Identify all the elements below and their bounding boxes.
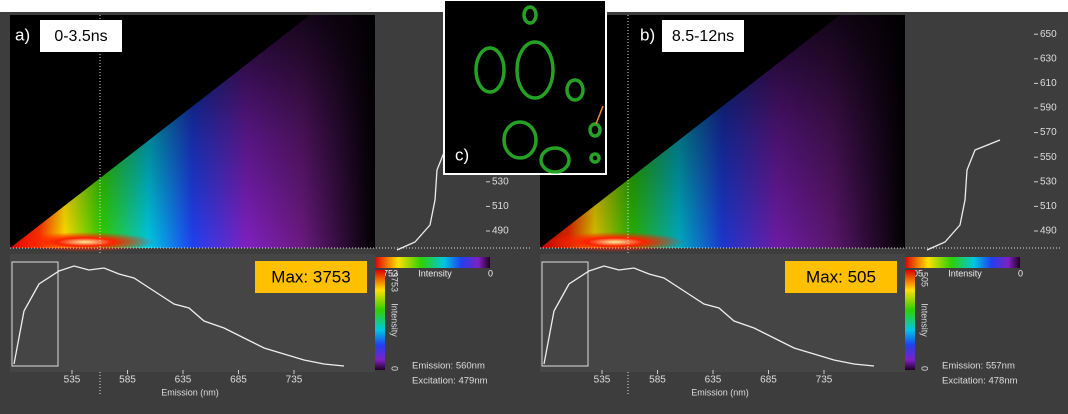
selection-box [11,261,59,367]
cell [502,120,538,160]
colorbar-title: Intensity [948,268,982,278]
colorbar-title: Intensity [390,303,400,337]
x-axis-label: Emission (nm) [161,387,219,397]
window-box [662,20,744,52]
colorbar-title: Intensity [920,303,930,337]
excitation-curve [926,139,1001,251]
colorbar-max: 505 [920,272,930,287]
colorbar-labels: 505 Intensity 0 [920,272,930,371]
map-peak [545,232,685,252]
colorbar-min: 0 [1018,268,1023,278]
x-axis-label: Emission (nm) [691,387,749,397]
colorbar-min: 0 [488,268,493,278]
time-window: 8.5-12ns [672,28,734,45]
emission-curve [13,265,345,367]
colorbar [905,270,915,370]
y-tick-label: 510 [492,201,509,212]
x-tick-label: 685 [230,375,247,386]
y-tick-label: 590 [1040,103,1057,114]
cell [522,5,538,25]
y-tick-label: 610 [1040,78,1057,89]
map-edge [10,15,310,248]
cell [589,152,601,164]
panel-label: a) [15,25,30,44]
x-tick-label: 635 [175,375,192,386]
cell [588,122,602,138]
readout: Excitation: 479nm [412,376,488,387]
x-tick-label: 735 [286,375,303,386]
readout: Emission: 560nm [412,361,485,372]
cell [539,146,571,174]
emission-curve [543,265,875,367]
window-box [40,20,122,52]
y-tick-label: 550 [1040,152,1057,163]
cell [515,40,555,100]
time-window: 0-3.5ns [54,28,107,45]
inset-label: c) [455,145,469,164]
x-tick-label: 735 [816,375,833,386]
max-badge [785,261,897,293]
max-value: Max: 505 [806,267,876,286]
colorbar [375,270,385,370]
arrow [595,105,604,125]
selection-box [541,261,589,367]
colorbar-max: 3753 [378,268,398,278]
colorbar-min: 0 [390,366,400,371]
y-tick-label: 490 [492,226,509,237]
cell [474,46,506,94]
panel-label: b) [640,25,655,44]
x-tick-label: 585 [119,375,136,386]
x-tick-label: 535 [594,375,611,386]
y-tick-label: 530 [492,176,509,187]
cell [565,78,585,102]
readout: Emission: 557nm [942,361,1015,372]
colorbar-max: 505 [908,268,923,278]
x-tick-label: 535 [64,375,81,386]
map-edge [540,15,840,248]
y-tick-label: 510 [1040,201,1057,212]
y-tick-label: 630 [1040,53,1057,64]
map-peak [15,232,155,252]
max-value: Max: 3753 [271,267,350,286]
y-tick-label: 490 [1040,226,1057,237]
colorbar [375,257,490,268]
colorbar-labels: 3753 Intensity 0 [390,272,400,371]
map-fade [10,15,375,248]
inset-image [443,0,607,175]
colorbar [905,257,1020,268]
x-tick-label: 635 [705,375,722,386]
max-badge [255,261,367,293]
map-fade [540,15,905,248]
readout: Excitation: 478nm [942,376,1018,387]
colorbar-min: 0 [920,366,930,371]
colorbar-title: Intensity [418,268,452,278]
y-tick-label: 650 [1040,29,1057,40]
y-tick-label: 570 [1040,127,1057,138]
x-tick-label: 585 [649,375,666,386]
colorbar-max: 3753 [390,272,400,292]
x-tick-label: 685 [760,375,777,386]
y-tick-label: 530 [1040,176,1057,187]
